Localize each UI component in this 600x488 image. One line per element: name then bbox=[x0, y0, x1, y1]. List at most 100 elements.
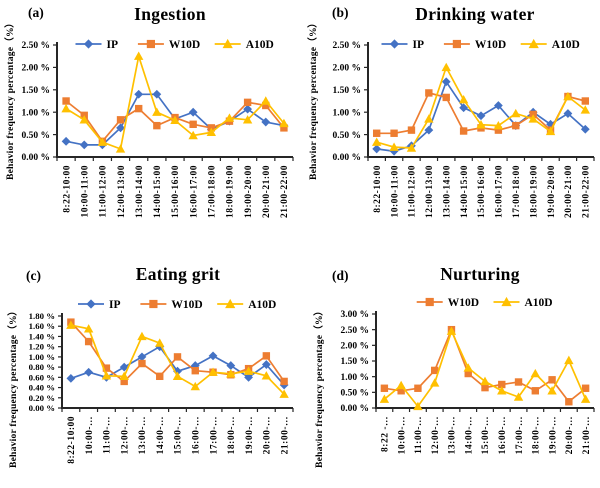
marker-diamond-IP bbox=[441, 77, 451, 87]
x-category-label: 8:22-10:00 bbox=[67, 416, 77, 464]
marker-square-W10D bbox=[430, 366, 439, 375]
marker-triangle-A10D bbox=[170, 115, 180, 124]
marker-diamond-IP bbox=[208, 351, 218, 361]
marker-square-W10D bbox=[173, 353, 182, 361]
marker-square-W10D bbox=[120, 377, 128, 386]
y-tick-label: 1.20 % bbox=[29, 342, 55, 352]
marker-square-W10D bbox=[407, 126, 416, 134]
marker-square-W10D bbox=[494, 126, 503, 134]
marker-diamond-IP bbox=[261, 360, 271, 369]
y-tick-label: 0.40 % bbox=[29, 383, 55, 393]
marker-square-W10D bbox=[156, 372, 164, 381]
marker-triangle-A10D bbox=[155, 338, 165, 347]
marker-triangle-A10D bbox=[463, 363, 473, 372]
marker-diamond-IP bbox=[372, 144, 382, 154]
marker-square-W10D bbox=[84, 337, 93, 346]
marker-diamond-IP bbox=[261, 117, 271, 127]
y-tick-label: 2.50 % bbox=[341, 326, 370, 336]
panel-b-drinking-water: (b) Drinking water Behavior frequency pe… bbox=[300, 0, 600, 244]
marker-square-W10D bbox=[464, 369, 472, 378]
marker-triangle-A10D bbox=[371, 137, 382, 146]
legend-marker-W10D bbox=[425, 297, 434, 307]
panel-title-b: Drinking water bbox=[415, 4, 535, 24]
x-category-label: 13:00-… bbox=[448, 416, 458, 454]
y-tick-label: 0.50 % bbox=[341, 389, 370, 399]
x-category-label: 14:00-… bbox=[464, 416, 474, 454]
x-category-label: 17:00-18:00 bbox=[512, 165, 522, 218]
legend-label-A10D: A10D bbox=[248, 299, 276, 311]
panel-c-eating-grit: (c) Eating grit Behavior frequency perce… bbox=[0, 244, 300, 488]
x-category-label: 13:00-14:00 bbox=[442, 165, 452, 218]
series-A10D bbox=[61, 51, 289, 153]
marker-triangle-A10D bbox=[119, 371, 129, 381]
marker-triangle-A10D bbox=[206, 127, 217, 137]
marker-diamond-IP bbox=[424, 125, 434, 135]
marker-diamond-IP bbox=[116, 123, 125, 133]
series-A10D bbox=[371, 62, 591, 152]
x-category-label: 8:22-10:00 bbox=[373, 165, 383, 213]
marker-triangle-A10D bbox=[190, 381, 200, 391]
marker-triangle-A10D bbox=[83, 324, 94, 333]
marker-triangle-A10D bbox=[389, 142, 399, 151]
y-tick-label: 2.50 % bbox=[22, 41, 51, 51]
y-tick-label: 1.00 % bbox=[22, 108, 51, 118]
marker-diamond-IP bbox=[137, 352, 147, 362]
marker-triangle-A10D bbox=[224, 113, 235, 122]
marker-triangle-A10D bbox=[476, 120, 486, 129]
y-tick-label: 1.00 % bbox=[341, 373, 370, 383]
x-category-label: 10:00-11:00 bbox=[390, 165, 400, 217]
legend-item-W10D: W10D bbox=[137, 39, 200, 51]
series-W10D bbox=[380, 325, 590, 406]
y-tick-label: 1.40 % bbox=[29, 331, 55, 341]
y-tick-label: 0.60 % bbox=[29, 372, 55, 382]
x-category-label: 21:00-22:00 bbox=[582, 165, 592, 218]
panel-label-d: (d) bbox=[332, 268, 349, 283]
x-category-label: 15:00-… bbox=[481, 416, 491, 454]
x-category-label: 18:00-… bbox=[227, 416, 237, 454]
marker-square-W10D bbox=[512, 121, 520, 130]
panel-d-nurturing: (d) Nurturing Behavior frequency percent… bbox=[300, 244, 600, 488]
legend-marker-A10D bbox=[528, 38, 539, 49]
x-category-label: 15:00-16:00 bbox=[171, 165, 181, 218]
marker-triangle-A10D bbox=[115, 144, 126, 153]
chart-canvas-c: 0.00 %0.20 %0.40 %0.60 %0.80 %1.00 %1.20… bbox=[29, 298, 294, 464]
marker-triangle-A10D bbox=[101, 371, 112, 380]
marker-diamond-IP bbox=[134, 89, 144, 99]
legend-label-W10D: W10D bbox=[169, 39, 200, 51]
marker-triangle-A10D bbox=[242, 115, 253, 124]
panel-label-a: (a) bbox=[28, 5, 44, 20]
y-tick-label: 0.00 % bbox=[29, 403, 55, 413]
x-category-label: 10:00-… bbox=[85, 416, 95, 454]
legend-label-W10D: W10D bbox=[171, 299, 202, 311]
legend-marker-W10D bbox=[149, 299, 158, 309]
marker-triangle-A10D bbox=[429, 378, 440, 387]
marker-triangle-A10D bbox=[563, 91, 573, 101]
marker-triangle-A10D bbox=[530, 368, 541, 378]
marker-square-W10D bbox=[138, 359, 146, 368]
marker-square-W10D bbox=[262, 101, 270, 110]
y-tick-label: 1.50 % bbox=[22, 86, 51, 96]
plot-area: 0.00 % 0.50 % 1.00 % 1.50 % 2.00 % 2.50 % 8:22… bbox=[333, 38, 595, 218]
x-category-label: 10:00-11:00 bbox=[80, 165, 90, 217]
y-tick-label: 0.00 % bbox=[341, 404, 370, 414]
marker-square-W10D bbox=[262, 352, 271, 360]
x-category-label: 14:00-… bbox=[156, 416, 166, 454]
x-category-label: 20:00-… bbox=[565, 416, 575, 454]
marker-square-W10D bbox=[116, 116, 125, 124]
legend-item-A10D: A10D bbox=[493, 296, 553, 309]
legend-label-IP: IP bbox=[107, 39, 119, 51]
marker-triangle-A10D bbox=[564, 355, 574, 365]
x-category-label: 11:00-12:00 bbox=[408, 165, 418, 217]
legend: W10D A10D bbox=[416, 296, 553, 309]
marker-square-W10D bbox=[380, 384, 389, 392]
x-category-label: 16:00-17:00 bbox=[189, 165, 199, 218]
legend: IP W10D A10D bbox=[75, 38, 274, 51]
marker-square-W10D bbox=[414, 384, 422, 392]
series-line-A10D bbox=[383, 328, 587, 408]
chart-canvas-d: 0.00 % 0.50 % 1.00 % 1.50 % 2.00 % 2.50 % 3.00… bbox=[341, 296, 595, 454]
marker-triangle-A10D bbox=[441, 62, 451, 72]
marker-triangle-A10D bbox=[226, 369, 236, 378]
marker-triangle-A10D bbox=[580, 105, 591, 114]
marker-diamond-IP bbox=[61, 136, 71, 146]
x-category-label: 19:00-20:00 bbox=[244, 165, 254, 218]
